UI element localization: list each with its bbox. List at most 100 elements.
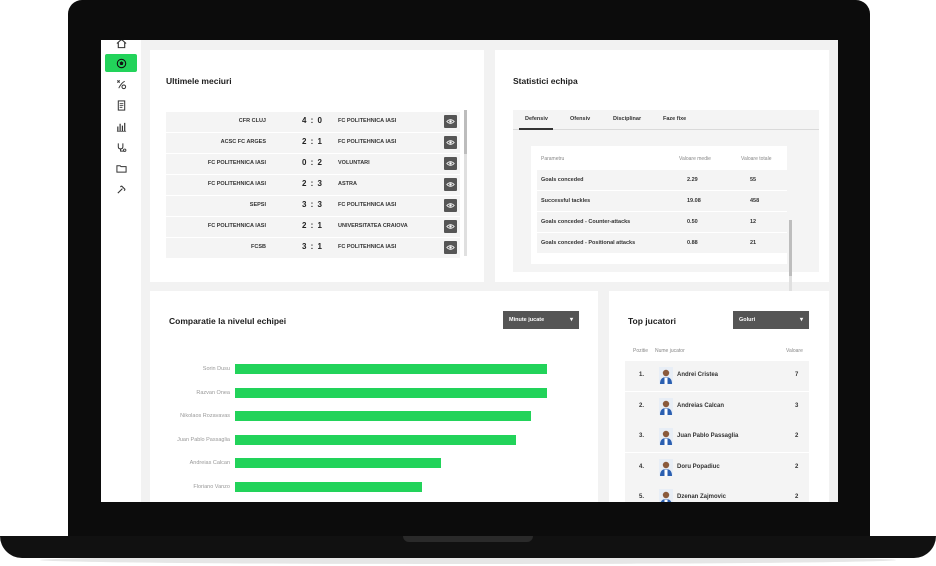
matches-scrollbar[interactable] bbox=[464, 110, 467, 256]
sidebar-item-tactics[interactable] bbox=[105, 75, 137, 93]
top-metric-dropdown-label: Goluri bbox=[739, 317, 756, 323]
match-row: CFR CLUJ 4 : 0 FC POLITEHNICA IASI bbox=[166, 112, 460, 132]
header-valoare: Valoare bbox=[786, 348, 803, 354]
stats-scrollbar-thumb[interactable] bbox=[789, 220, 792, 276]
tab-disciplinar[interactable]: Disciplinar bbox=[613, 116, 642, 122]
match-score: 0 : 2 bbox=[302, 158, 324, 167]
report-icon bbox=[117, 99, 125, 111]
view-match-button[interactable] bbox=[444, 241, 457, 254]
team-stats-card: Statistici echipa Defensiv Ofensiv Disci… bbox=[495, 50, 829, 306]
stat-row: Goals conceded 2.29 55 bbox=[537, 170, 787, 190]
player-value: 2 bbox=[795, 433, 799, 439]
player-name: Juan Pablo Passaglia bbox=[677, 433, 739, 439]
home-team: FC POLITEHNICA IASI bbox=[207, 181, 266, 187]
view-match-button[interactable] bbox=[444, 136, 457, 149]
football-icon bbox=[116, 58, 126, 68]
stat-parameter: Goals conceded - Counter-attacks bbox=[541, 219, 631, 225]
app-screen: Ultimele meciuri CFR CLUJ 4 : 0 FC POLITEH… bbox=[101, 40, 838, 502]
stat-parameter: Goals conceded bbox=[541, 177, 584, 183]
player-value: 2 bbox=[795, 494, 799, 500]
stats-scrollbar[interactable] bbox=[789, 220, 792, 306]
player-row[interactable]: 2. Andreias Calcan 3 bbox=[625, 391, 809, 422]
player-row[interactable]: 4. Doru Popadiuc 2 bbox=[625, 452, 809, 483]
view-match-button[interactable] bbox=[444, 115, 457, 128]
match-row: FC POLITEHNICA IASI 0 : 2 VOLUNTARI bbox=[166, 154, 460, 174]
tab-defensiv[interactable]: Defensiv bbox=[525, 116, 548, 122]
eye-icon bbox=[446, 119, 455, 124]
matches-scrollbar-thumb[interactable] bbox=[464, 110, 467, 154]
stat-average: 2.29 bbox=[687, 177, 698, 183]
view-match-button[interactable] bbox=[444, 199, 457, 212]
player-row[interactable]: 1. Andrei Cristea 7 bbox=[625, 361, 809, 391]
team-comparison-title: Comparatie la nivelul echipei bbox=[169, 316, 287, 326]
bar bbox=[235, 458, 441, 469]
stat-row: Successful tackles 19.08 458 bbox=[537, 191, 787, 211]
match-score: 3 : 1 bbox=[302, 242, 324, 251]
recent-matches-title: Ultimele meciuri bbox=[166, 76, 232, 86]
header-parametru: Parametru bbox=[541, 156, 565, 162]
stat-total: 12 bbox=[750, 219, 757, 225]
recent-matches-card: Ultimele meciuri CFR CLUJ 4 : 0 FC POLITEH… bbox=[150, 50, 484, 282]
team-stats-title: Statistici echipa bbox=[513, 76, 578, 86]
match-score: 3 : 3 bbox=[302, 200, 324, 209]
home-team: ACSC FC ARGES bbox=[220, 139, 266, 145]
eye-icon bbox=[446, 245, 455, 250]
match-row: SEPSI 3 : 3 FC POLITEHNICA IASI bbox=[166, 196, 460, 216]
bar bbox=[235, 482, 423, 492]
match-row: FC POLITEHNICA IASI 2 : 1 UNIVERSITATEA CR… bbox=[166, 217, 460, 237]
player-value: 7 bbox=[795, 372, 799, 378]
avatar bbox=[659, 397, 673, 415]
player-position: 4. bbox=[639, 463, 645, 470]
stat-row: Goals conceded - Counter-attacks 0.50 12 bbox=[537, 212, 787, 232]
tab-ofensiv[interactable]: Ofensiv bbox=[570, 116, 591, 122]
whistle-icon bbox=[116, 184, 126, 194]
team-stats-panel: Defensiv Ofensiv Disciplinar Faze fixe P… bbox=[513, 110, 819, 306]
player-row[interactable]: 5. Dzenan Zajmovic 2 bbox=[625, 483, 809, 502]
player-position: 1. bbox=[639, 372, 645, 378]
sidebar-item-medical[interactable] bbox=[105, 138, 137, 156]
eye-icon bbox=[446, 140, 455, 145]
bar-label: Nikolaos Rozavavas bbox=[180, 413, 230, 420]
top-players-title: Top jucatori bbox=[628, 316, 677, 326]
away-team: FC POLITEHNICA IASI bbox=[338, 118, 397, 124]
view-match-button[interactable] bbox=[444, 157, 457, 170]
tabs-divider bbox=[513, 129, 819, 130]
active-tab-indicator bbox=[519, 128, 553, 130]
stat-total: 458 bbox=[750, 198, 760, 204]
sidebar-item-matches[interactable] bbox=[105, 54, 137, 72]
sidebar-item-referee[interactable] bbox=[105, 180, 137, 198]
away-team: FC POLITEHNICA IASI bbox=[338, 139, 397, 145]
avatar bbox=[659, 367, 673, 384]
eye-icon bbox=[446, 224, 455, 229]
player-name: Andrei Cristea bbox=[677, 372, 719, 378]
home-icon bbox=[116, 40, 126, 48]
bar-label: Andreias Calcan bbox=[189, 460, 230, 467]
tactics-icon bbox=[116, 79, 126, 89]
away-team: UNIVERSITATEA CRAIOVA bbox=[338, 223, 408, 229]
tab-faze-fixe[interactable]: Faze fixe bbox=[663, 116, 687, 122]
top-metric-dropdown[interactable]: Goluri ▾ bbox=[733, 311, 809, 329]
view-match-button[interactable] bbox=[444, 220, 457, 233]
sidebar-item-home[interactable] bbox=[105, 40, 137, 52]
player-row[interactable]: 3. Juan Pablo Passaglia 2 bbox=[625, 422, 809, 452]
sidebar-item-reports[interactable] bbox=[105, 96, 137, 114]
sidebar-item-files[interactable] bbox=[105, 159, 137, 177]
sidebar-item-statistics[interactable] bbox=[105, 117, 137, 135]
home-team: FC POLITEHNICA IASI bbox=[207, 223, 266, 229]
folder-icon bbox=[115, 164, 127, 173]
view-match-button[interactable] bbox=[444, 178, 457, 191]
bar bbox=[235, 411, 532, 422]
home-team: FC POLITEHNICA IASI bbox=[207, 160, 266, 166]
stat-parameter: Successful tackles bbox=[541, 198, 591, 204]
match-row: ACSC FC ARGES 2 : 1 FC POLITEHNICA IASI bbox=[166, 133, 460, 153]
bar bbox=[235, 434, 516, 445]
metric-dropdown[interactable]: Minute jucate ▾ bbox=[503, 311, 579, 329]
player-value: 3 bbox=[795, 402, 799, 409]
stat-total: 21 bbox=[750, 240, 757, 246]
header-valoare-medie: Valoare medie bbox=[679, 156, 711, 162]
chevron-down-icon: ▾ bbox=[569, 317, 573, 323]
stat-average: 0.88 bbox=[687, 240, 698, 246]
bar-label: Juan Pablo Passaglia bbox=[177, 436, 230, 443]
chevron-down-icon: ▾ bbox=[799, 317, 803, 323]
bar-label: Razvan Onea bbox=[196, 389, 230, 396]
